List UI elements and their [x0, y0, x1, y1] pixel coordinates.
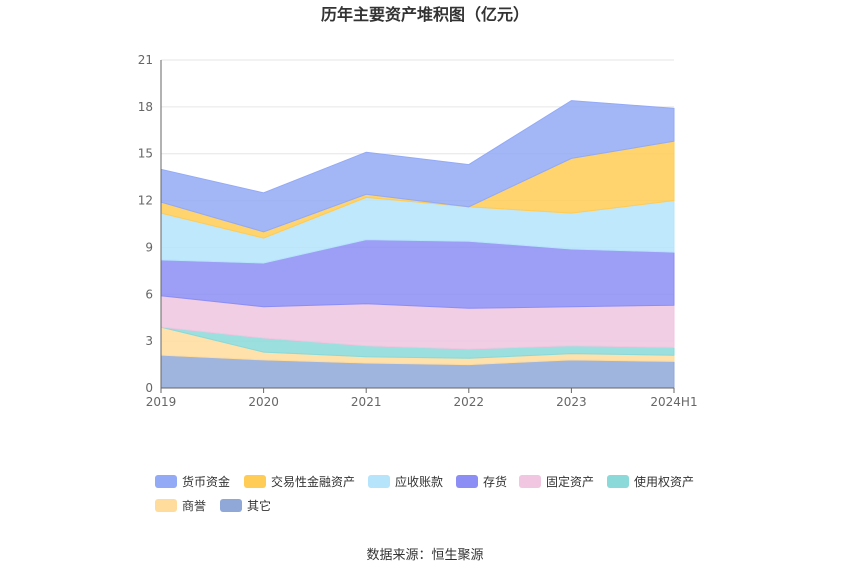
legend-swatch [456, 475, 478, 488]
y-tick-label: 9 [145, 240, 153, 254]
source-note: 数据来源：恒生聚源 [366, 548, 483, 563]
legend-label: 其它 [247, 498, 271, 513]
legend-label: 交易性金融资产 [271, 474, 355, 489]
legend-label: 使用权资产 [634, 474, 694, 489]
x-tick-label: 2019 [146, 395, 177, 409]
legend-swatch [244, 475, 266, 488]
y-tick-label: 0 [145, 381, 153, 395]
x-tick-label: 2021 [351, 395, 382, 409]
x-tick-label: 2024H1 [650, 395, 697, 409]
legend-swatch [368, 475, 390, 488]
legend-swatch [607, 475, 629, 488]
x-tick-label: 2020 [248, 395, 279, 409]
legend-label: 固定资产 [546, 474, 594, 489]
legend-label: 存货 [483, 474, 507, 489]
y-tick-label: 12 [138, 194, 153, 208]
x-tick-label: 2023 [556, 395, 587, 409]
y-tick-label: 18 [138, 100, 153, 114]
legend-swatch [155, 475, 177, 488]
chart-title: 历年主要资产堆积图（亿元） [321, 5, 529, 24]
y-tick-label: 15 [138, 147, 153, 161]
x-tick-label: 2022 [454, 395, 485, 409]
area-series [160, 100, 675, 389]
y-tick-label: 3 [145, 334, 153, 348]
legend-label: 货币资金 [182, 474, 230, 489]
legend-swatch [155, 499, 177, 512]
y-tick-label: 21 [138, 53, 153, 67]
series-area-7 [160, 100, 675, 233]
legend-label: 商誉 [182, 498, 206, 513]
axes: 0 3 6 9 12 15 18 21 2019 2020 2021 2022 2023 2024H1 [138, 53, 698, 409]
legend-label: 应收账款 [395, 474, 443, 489]
legend-swatch [220, 499, 242, 512]
legend-swatch [519, 475, 541, 488]
y-tick-label: 6 [145, 287, 153, 301]
